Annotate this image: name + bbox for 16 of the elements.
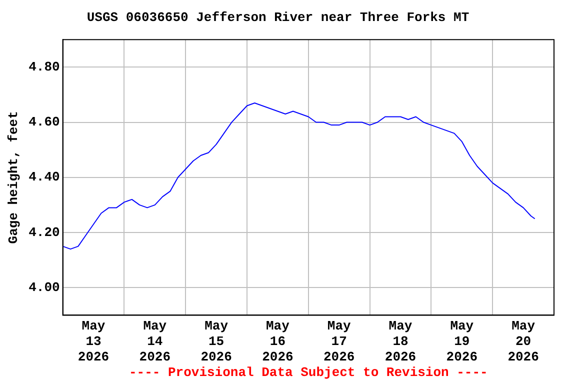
x-tick-label: May 16 2026 bbox=[262, 318, 294, 364]
x-tick-label: May 20 2026 bbox=[508, 318, 540, 364]
x-tick-label: May 19 2026 bbox=[446, 318, 478, 364]
x-tick-label: May 14 2026 bbox=[139, 318, 171, 364]
x-tick-label: May 13 2026 bbox=[78, 318, 110, 364]
text: ---- Provisional Data Subject to Revision ---- bbox=[128, 365, 488, 380]
y-tick-label: 4.80 bbox=[28, 59, 60, 74]
chart-title: USGS 06036650 Jefferson River near Three Forks MT bbox=[86, 10, 470, 26]
x-tick-label: May 15 2026 bbox=[200, 318, 232, 364]
x-tick-label: May 18 2026 bbox=[384, 318, 416, 364]
x-tick-label: May 17 2026 bbox=[323, 318, 355, 364]
y-tick-label: 4.60 bbox=[28, 114, 60, 130]
y-tick-label: 4.40 bbox=[28, 170, 60, 185]
y-tick-label: 4.20 bbox=[28, 224, 60, 240]
y-axis-title: Gage height, feet bbox=[6, 111, 22, 244]
y-tick-label: 4.00 bbox=[28, 280, 60, 295]
